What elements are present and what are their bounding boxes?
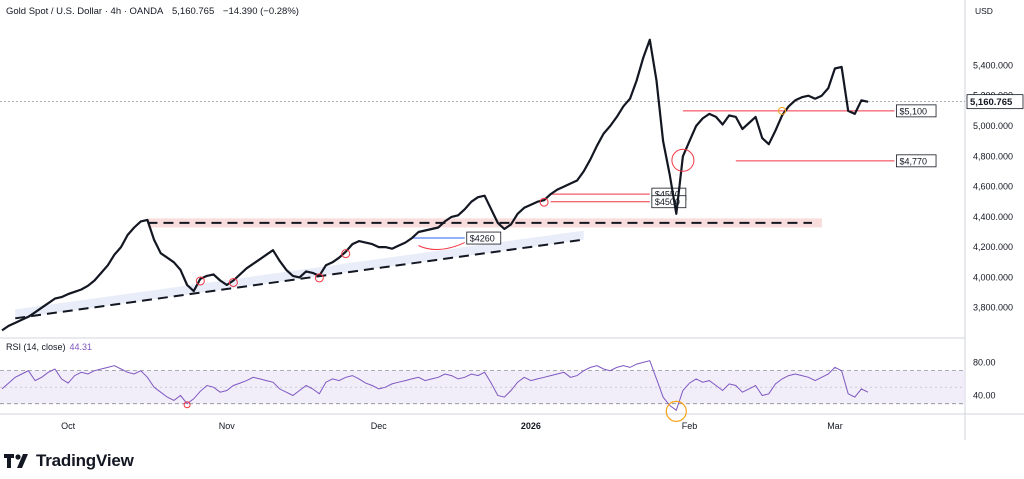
marked-low-circle <box>671 148 695 172</box>
brand-name: TradingView <box>36 451 134 470</box>
rsi-tick-label: 40.00 <box>973 390 996 400</box>
price-tick-label: 3,800.000 <box>973 303 1013 313</box>
current-price-tag <box>966 94 1024 110</box>
symbol-title: Gold Spot / U.S. Dollar · 4h · OANDA <box>6 6 164 17</box>
price-tick-label: 4,200.000 <box>973 242 1013 252</box>
last-price: 5,160.765 <box>171 6 215 17</box>
price-level-label: $4550 <box>655 190 680 200</box>
marked-low-circle <box>314 273 324 283</box>
chart-header: Gold Spot / U.S. Dollar · 4h · OANDA 5,1… <box>6 6 305 17</box>
price-level-label: $4500 <box>655 197 680 207</box>
time-tick-label: Oct <box>61 421 76 431</box>
marked-low-circle <box>195 276 205 286</box>
price-level-label: $4260 <box>470 234 495 244</box>
marked-low-circle <box>539 197 549 207</box>
rsi-tick-label: 80.00 <box>973 357 996 367</box>
price-tick-label: 4,400.000 <box>973 212 1013 222</box>
rsi-header: RSI (14, close) 44.31 <box>6 342 92 352</box>
rsi-low-circle <box>183 401 191 409</box>
price-chart[interactable]: USD 3,800.000 4,000.000 4,200.000 4,400.000 4… <box>0 0 1024 440</box>
price-tick-label: 4,000.000 <box>973 272 1013 282</box>
rsi-label: RSI (14, close) <box>6 342 66 352</box>
price-line <box>1 38 869 332</box>
price-level-label: $5,100 <box>899 106 927 116</box>
breakout-circle <box>778 106 787 115</box>
price-level-label-box <box>896 154 937 168</box>
price-tick-label: 5,000.000 <box>973 121 1013 131</box>
rsi-value: 44.31 <box>69 342 93 352</box>
tradingview-logo-icon <box>4 454 28 468</box>
price-change: −14.390 (−0.28%) <box>222 6 299 17</box>
rsi-oversold-circle <box>665 400 687 422</box>
price-level-label-box <box>896 104 937 118</box>
time-tick-label: 2026 <box>521 421 541 431</box>
tradingview-brand[interactable]: TradingView <box>4 451 134 471</box>
time-tick-label: Mar <box>827 421 843 431</box>
consolidation-arc <box>418 242 465 250</box>
rising-trendline <box>15 238 584 320</box>
price-level-label-box <box>466 231 502 245</box>
time-tick-label: Nov <box>219 421 236 431</box>
trendline-band <box>15 230 584 319</box>
currency-label: USD <box>975 6 993 16</box>
marked-low-circle <box>228 277 238 287</box>
price-tick-label: 4,600.000 <box>973 182 1013 192</box>
rsi-line <box>1 360 869 412</box>
marked-low-circle <box>341 249 351 259</box>
price-level-label: $4,770 <box>899 156 927 166</box>
current-price-label: 5,160.765 <box>970 97 1013 108</box>
time-tick-label: Feb <box>682 421 698 431</box>
time-tick-label: Dec <box>371 421 388 431</box>
chart-frame[interactable]: USD 3,800.000 4,000.000 4,200.000 4,400.000 4… <box>0 0 1024 440</box>
price-tick-label: 5,400.000 <box>973 60 1013 70</box>
price-tick-label: 4,800.000 <box>973 151 1013 161</box>
